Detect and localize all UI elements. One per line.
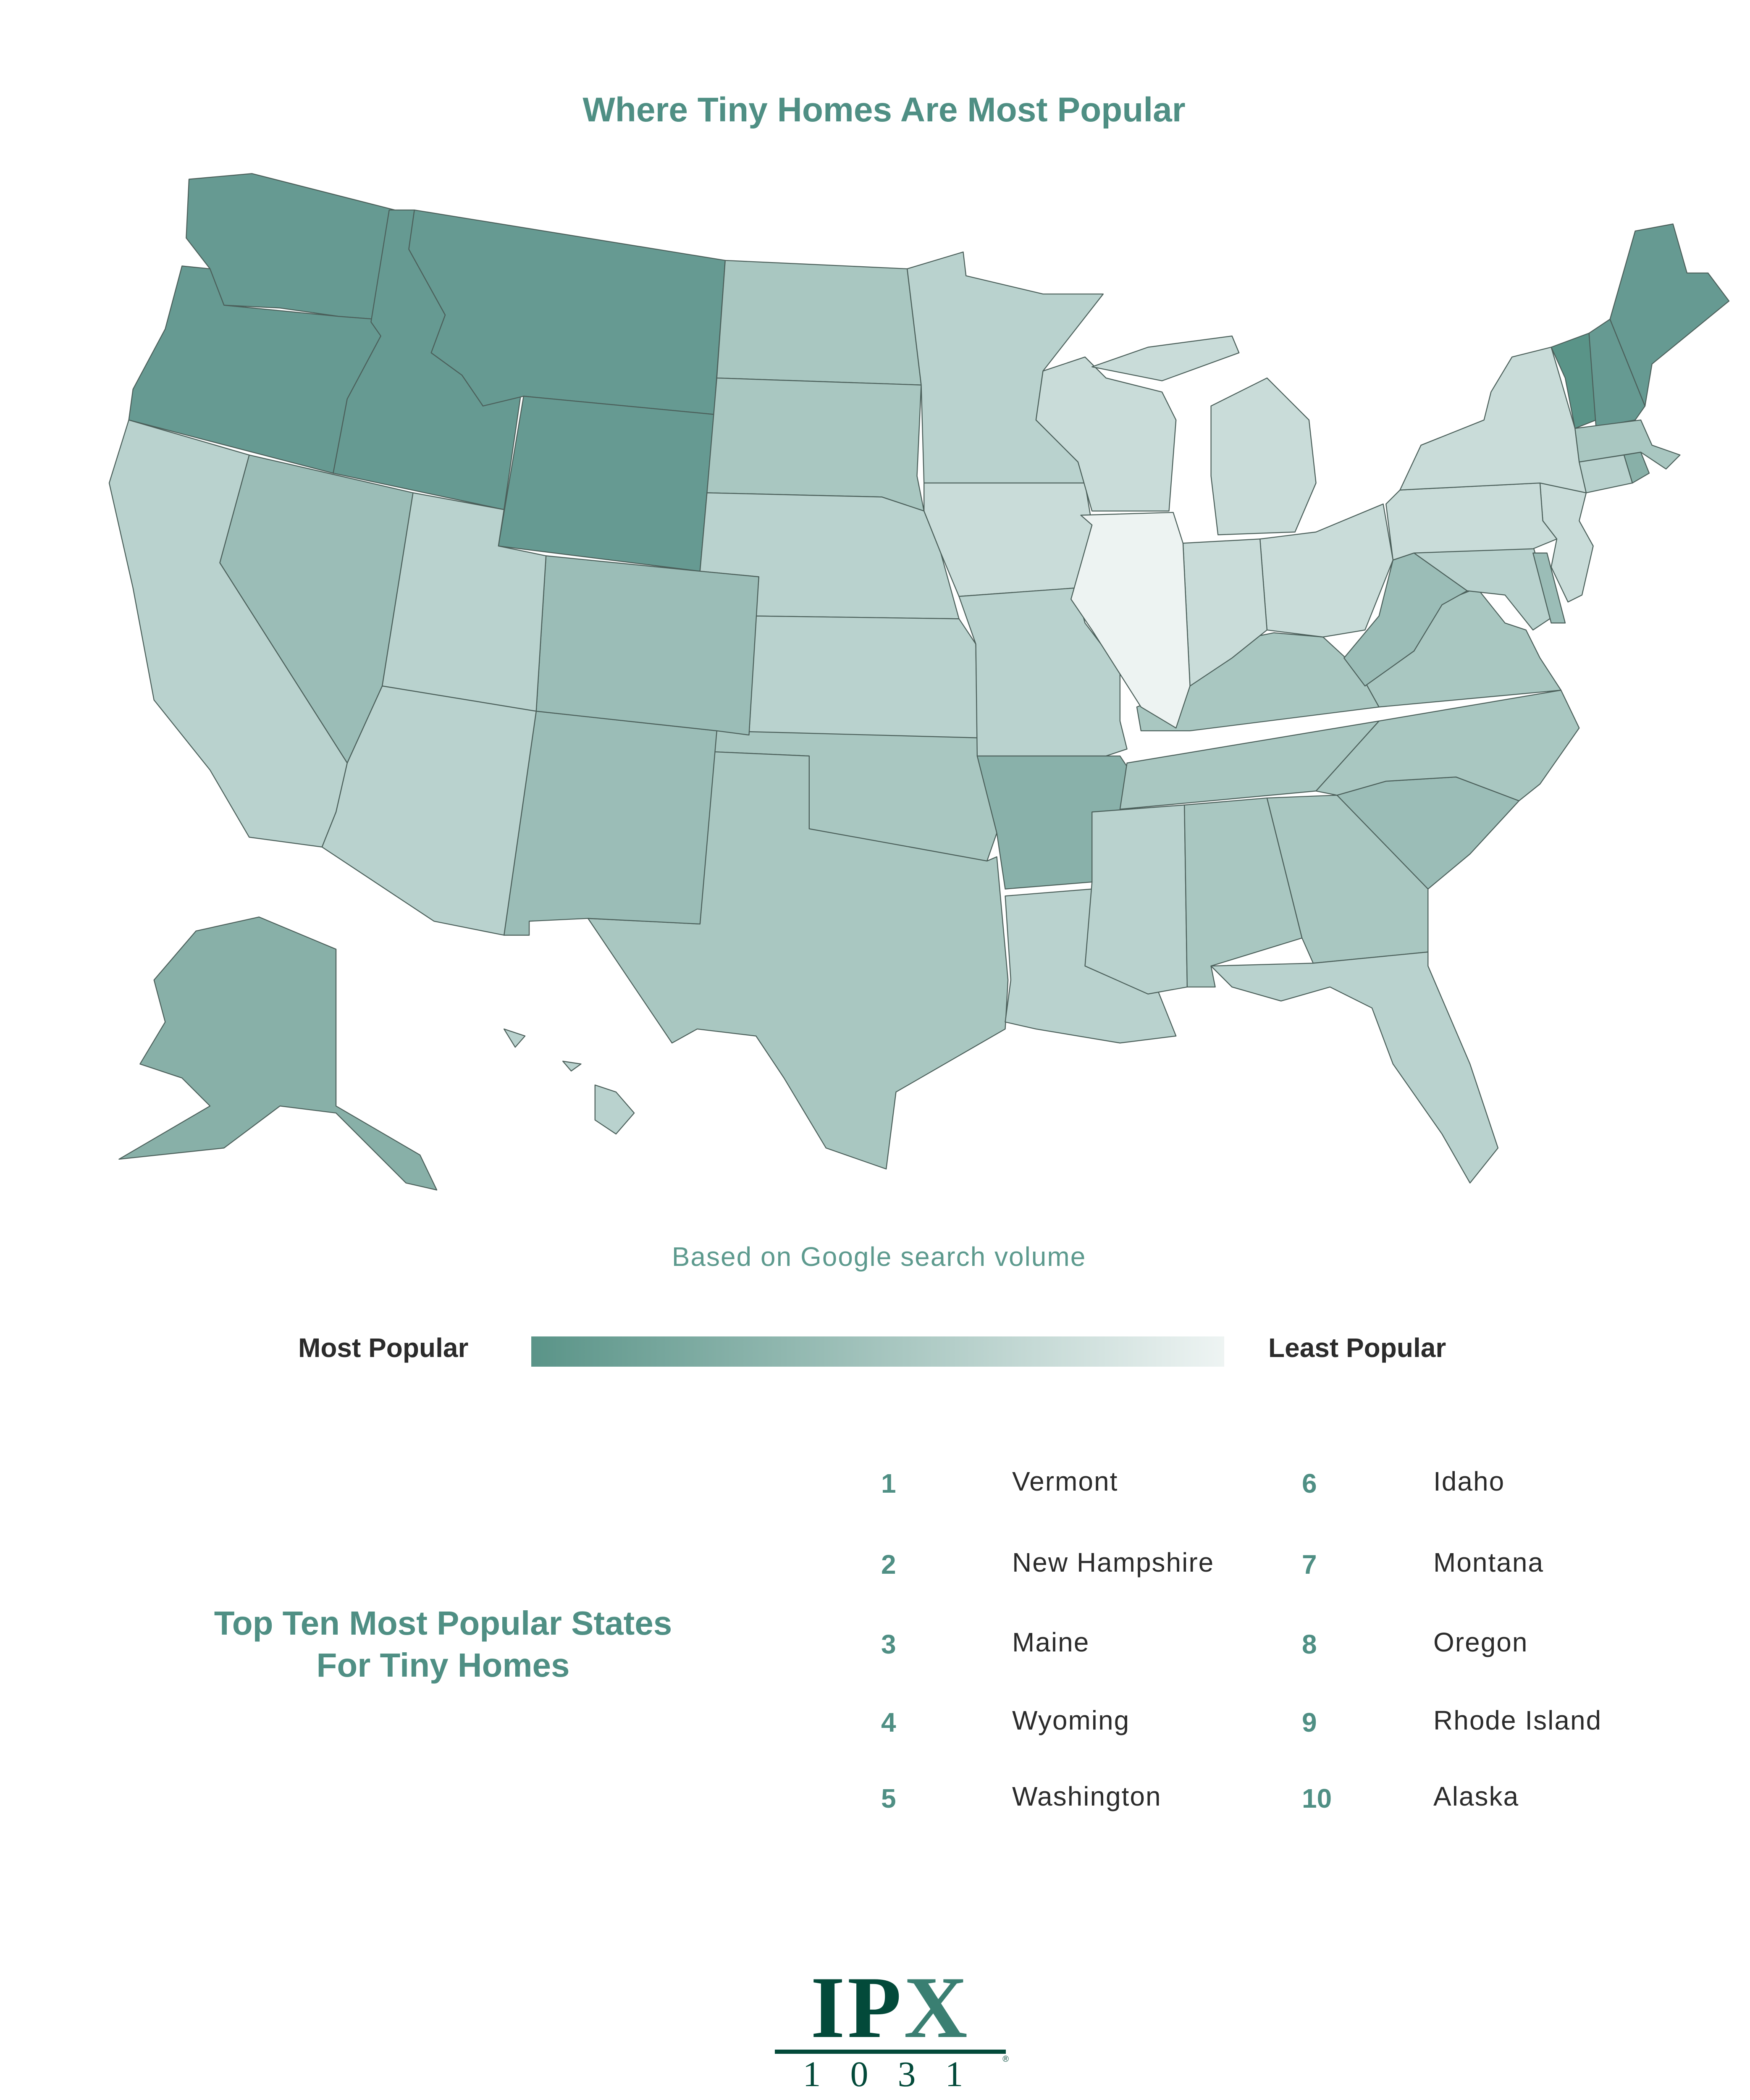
rank-state-name: Oregon: [1433, 1627, 1528, 1657]
state-hi: [503, 1028, 526, 1048]
rank-number: 1: [881, 1468, 896, 1499]
us-choropleth-map: [108, 173, 1730, 1191]
state-pa: [1385, 482, 1558, 561]
rank-number: 3: [881, 1629, 896, 1659]
state-ct: [1579, 454, 1633, 494]
state-wi: [1035, 356, 1177, 512]
rank-number: 4: [881, 1707, 896, 1738]
legend-most-label: Most Popular: [298, 1333, 469, 1363]
rank-state-name: Montana: [1433, 1547, 1544, 1578]
state-co: [535, 555, 759, 736]
top-ten-heading: Top Ten Most Popular States For Tiny Hom…: [126, 1602, 760, 1686]
state-ms: [1084, 804, 1188, 995]
state-ak: [118, 916, 438, 1191]
logo-number: 1031: [803, 2054, 993, 2094]
rank-state-name: Rhode Island: [1433, 1705, 1602, 1735]
registered-mark-icon: ®: [1002, 2055, 1009, 2064]
state-mi: [1091, 335, 1240, 381]
logo-rule: [775, 2050, 1006, 2054]
state-nm: [503, 711, 717, 936]
legend-gradient-bar: [531, 1336, 1224, 1367]
state-oh: [1259, 503, 1394, 638]
state-ri: [1623, 452, 1650, 484]
rank-number: 5: [881, 1783, 896, 1814]
state-ca: [108, 419, 348, 848]
rank-number: 8: [1302, 1629, 1317, 1659]
state-wy: [498, 396, 715, 572]
rank-number: 2: [881, 1549, 896, 1580]
rank-number: 7: [1302, 1549, 1317, 1580]
rank-number: 10: [1302, 1783, 1332, 1814]
page-title: Where Tiny Homes Are Most Popular: [582, 91, 1186, 129]
state-vt: [1551, 333, 1597, 429]
rank-state-name: Idaho: [1433, 1466, 1505, 1496]
state-tn: [1119, 720, 1380, 810]
rank-state-name: New Hampshire: [1012, 1547, 1215, 1578]
top-ten-heading-line1: Top Ten Most Popular States: [214, 1604, 672, 1642]
state-ny: [1399, 346, 1587, 494]
rank-number: 6: [1302, 1468, 1317, 1499]
state-mi: [1210, 377, 1317, 536]
state-il: [1070, 512, 1191, 729]
state-tx: [587, 751, 1009, 1170]
map-source-note: Based on Google search volume: [672, 1242, 1086, 1272]
state-fl: [1210, 951, 1499, 1184]
state-me: [1609, 223, 1730, 407]
state-nc: [1315, 690, 1580, 801]
state-nh: [1588, 318, 1646, 428]
state-wa: [186, 173, 396, 320]
top-ten-heading-line2: For Tiny Homes: [316, 1646, 570, 1684]
state-nd: [716, 260, 922, 386]
state-sd: [706, 377, 925, 512]
rank-state-name: Maine: [1012, 1627, 1090, 1657]
state-hi: [594, 1084, 635, 1135]
legend-least-label: Least Popular: [1268, 1333, 1446, 1363]
state-hi: [562, 1060, 582, 1072]
rank-number: 9: [1302, 1707, 1317, 1738]
state-ia: [924, 482, 1093, 597]
state-de: [1532, 552, 1566, 624]
rank-state-name: Washington: [1012, 1781, 1162, 1811]
rank-state-name: Vermont: [1012, 1466, 1118, 1496]
rank-state-name: Wyoming: [1012, 1705, 1130, 1735]
rank-state-name: Alaska: [1433, 1781, 1519, 1811]
ipx1031-logo: IPX 1031 ®: [773, 1959, 1009, 2094]
state-ks: [748, 615, 978, 738]
logo-wordmark: IPX: [811, 1959, 970, 2056]
